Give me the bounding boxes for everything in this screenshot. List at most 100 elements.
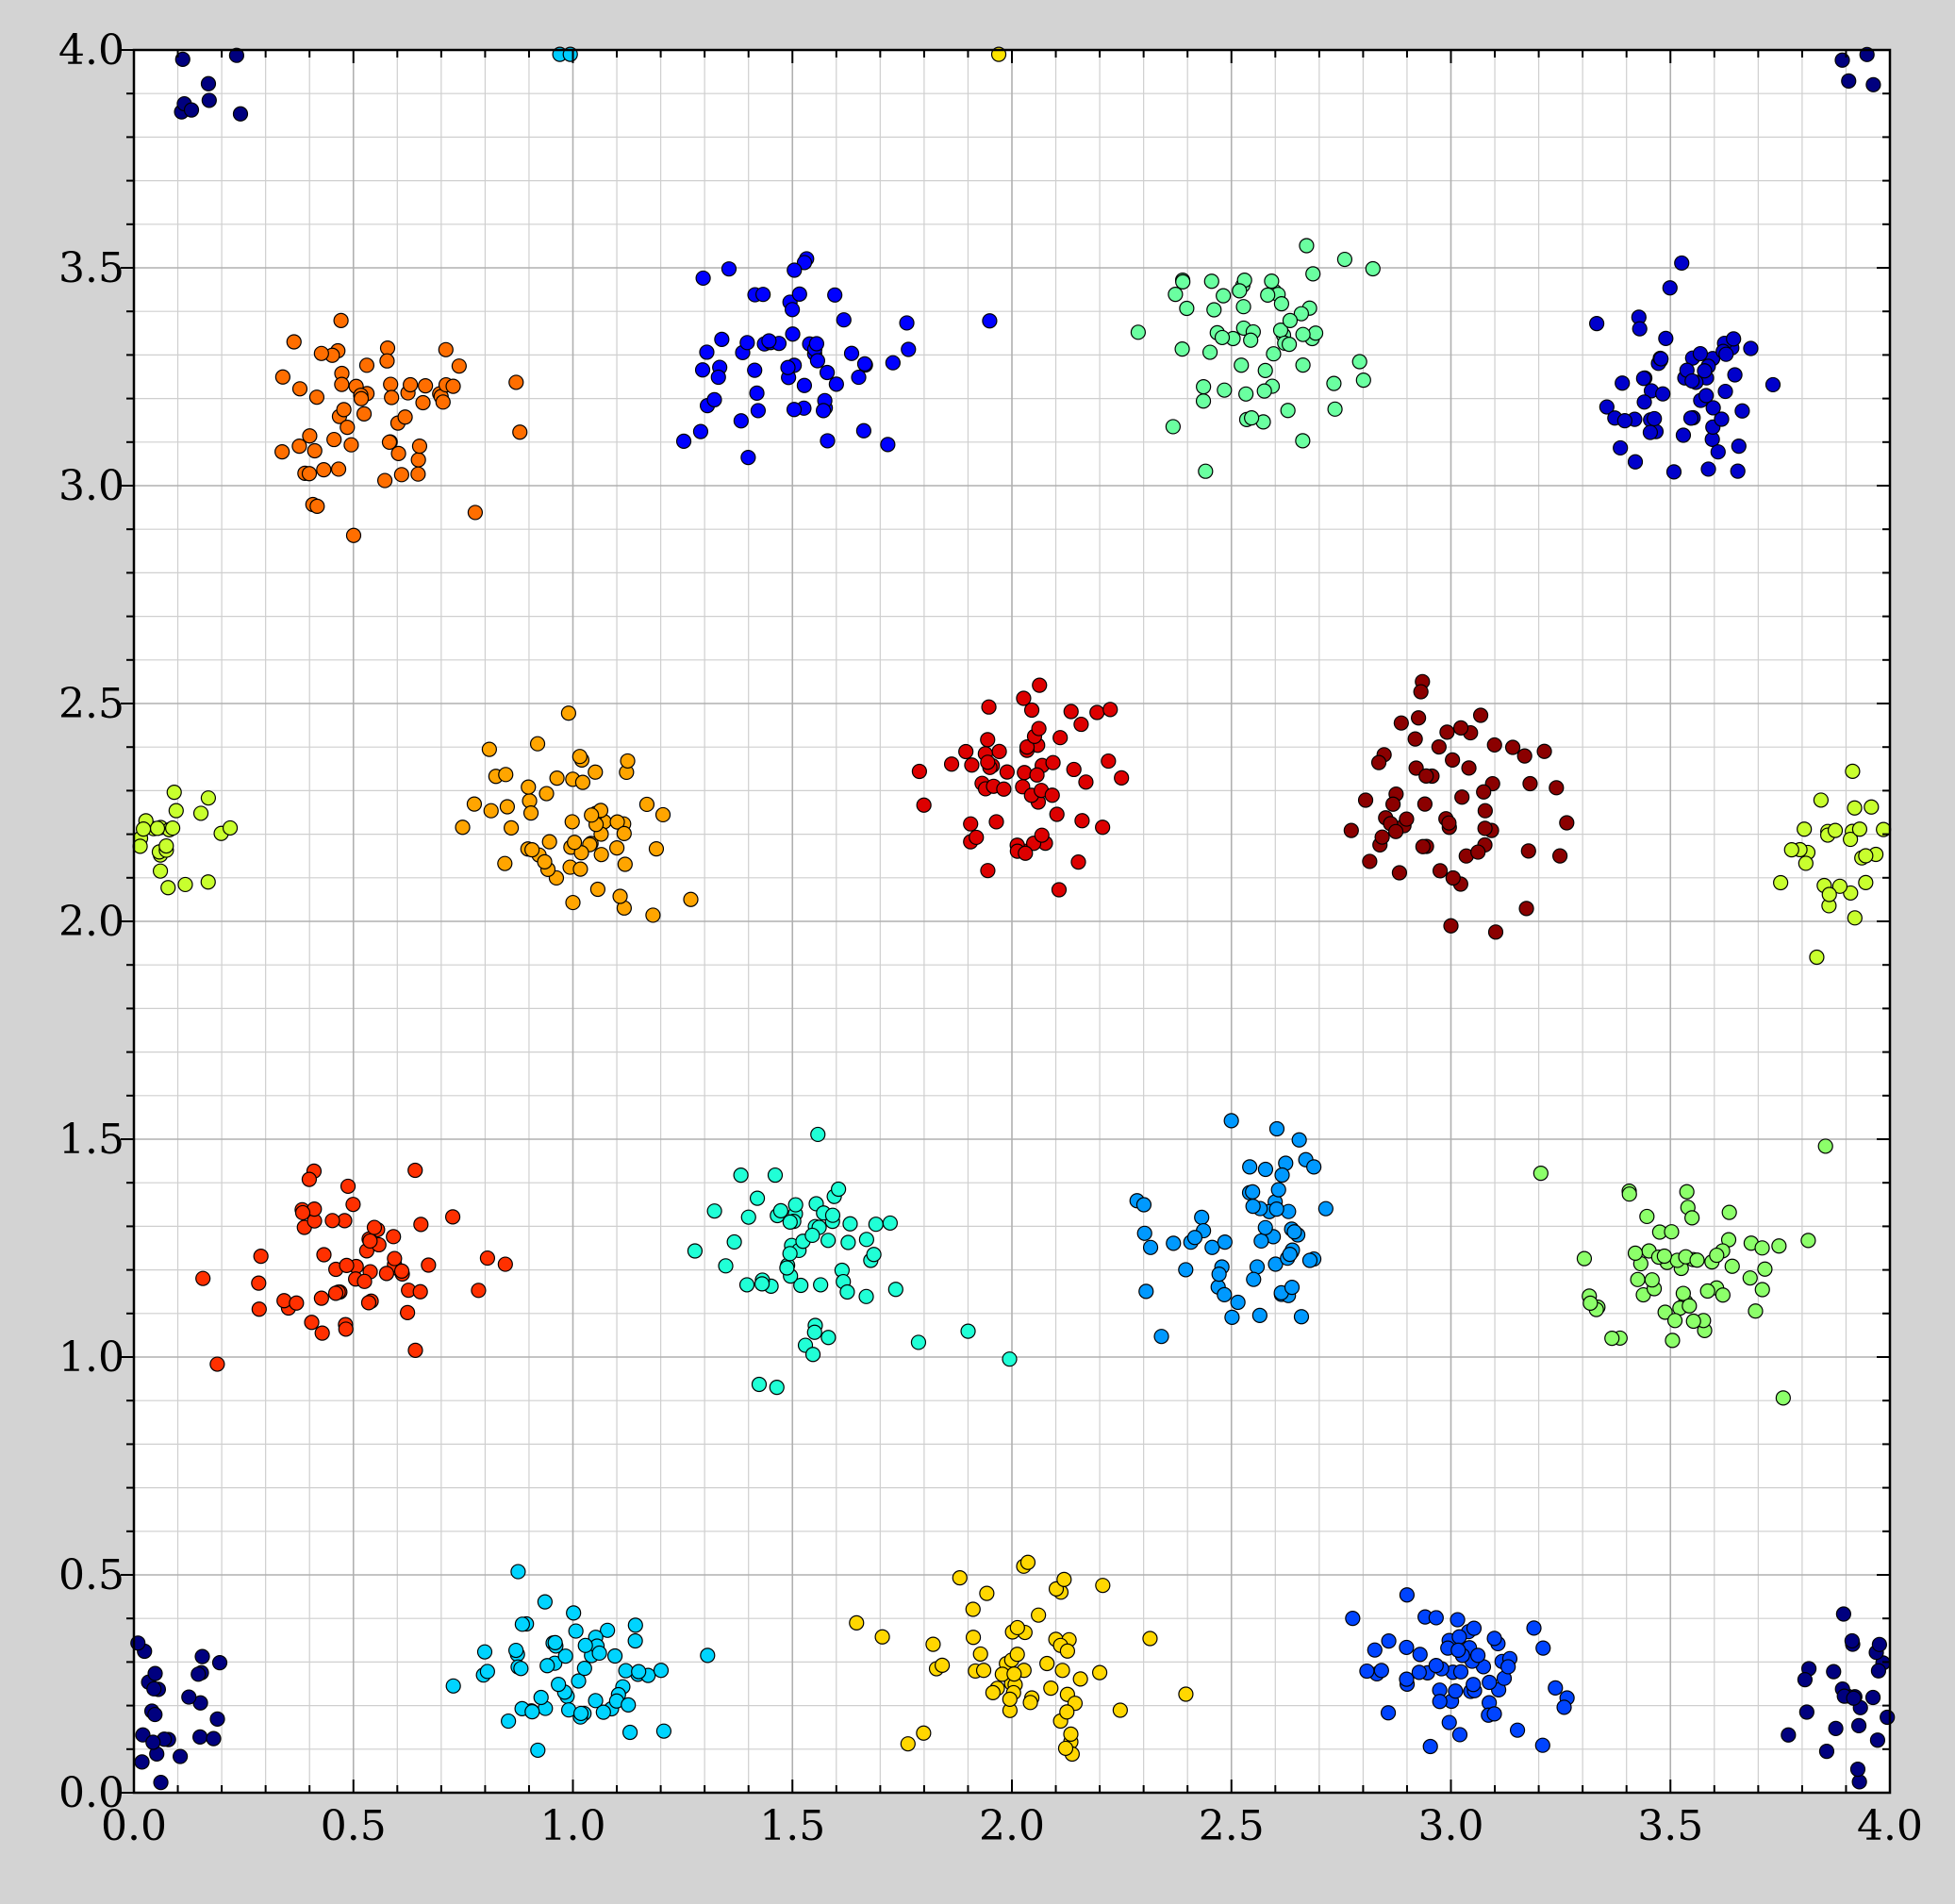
data-point [1827,822,1844,838]
data-point [761,333,777,349]
data-point [1831,878,1847,894]
data-point [547,1634,563,1650]
data-point [1675,427,1692,443]
data-point [1217,1286,1233,1302]
data-point [609,840,625,856]
data-point [787,1197,804,1213]
data-point [1059,1643,1076,1659]
data-point [982,313,998,329]
data-point [1743,340,1759,356]
data-point [1576,1250,1593,1267]
data-point [1370,754,1387,770]
data-point [206,1730,222,1747]
data-point [1482,1674,1498,1691]
y-tick-label: 3.0 [58,462,124,510]
data-point [1454,789,1470,805]
data-point [1880,1709,1896,1726]
data-point [1655,386,1671,402]
data-point [501,1713,517,1730]
data-point [820,1330,837,1346]
data-point [512,424,528,440]
data-point [980,863,996,879]
data-point [1439,724,1455,740]
data-point [1486,1706,1502,1722]
data-point [1726,331,1742,347]
data-point [145,1734,161,1750]
data-point [1101,753,1117,770]
data-point [901,341,917,357]
data-point [467,505,484,521]
data-point [1734,403,1750,419]
data-point [1477,803,1493,819]
data-point [740,450,756,466]
data-point [1851,821,1868,837]
data-point [412,1283,428,1300]
data-point [591,1645,607,1662]
data-point [785,302,801,318]
data-point [294,1204,311,1221]
data-point [378,1266,395,1282]
data-point [1627,454,1644,470]
data-point [1662,280,1678,296]
y-tick-label: 4.0 [58,26,124,75]
data-point [1461,760,1477,776]
data-point [209,1711,225,1727]
data-point [819,364,836,381]
data-point [988,814,1004,830]
data-point [1718,346,1734,362]
data-point [739,335,755,351]
data-point [1043,1680,1059,1697]
data-point [979,1585,995,1601]
data-point [537,1594,553,1610]
data-point [1476,784,1492,800]
data-point [1549,780,1565,796]
data-point [1102,702,1118,718]
data-point [733,1167,749,1184]
data-point [445,378,461,394]
data-point [345,527,362,543]
data-point [1724,1258,1740,1274]
data-point [1466,1620,1483,1636]
data-point [1284,1279,1301,1296]
data-point [1535,1640,1551,1656]
data-point [1849,1761,1866,1778]
data-point [407,1342,423,1358]
data-point [168,803,184,819]
data-point [887,1282,903,1298]
data-point [1526,1620,1542,1636]
data-point [1175,273,1191,290]
data-point [1613,439,1629,456]
data-point [1179,300,1195,317]
data-point [1764,376,1781,393]
data-point [1721,1204,1737,1220]
data-point [1257,362,1273,379]
data-point [1472,707,1489,723]
data-point [1470,844,1486,860]
data-point [1422,1738,1438,1755]
data-point [714,331,730,348]
data-point [564,814,580,830]
data-point [362,1233,378,1250]
data-point [856,356,873,372]
data-point [286,334,302,350]
data-point [1002,1351,1018,1367]
data-point [1270,1182,1286,1198]
data-point [1828,1720,1844,1736]
data-point [1522,775,1538,792]
data-point [1775,1390,1791,1406]
data-point [1230,1294,1246,1311]
data-point [612,888,628,904]
data-point [874,1629,890,1645]
data-point [191,1666,207,1682]
data-point [1698,388,1715,404]
data-point [301,1171,318,1187]
data-point [1441,815,1457,831]
data-point [754,1276,770,1292]
data-point [1204,1239,1220,1255]
data-point [1224,1309,1240,1325]
data-point [969,829,985,846]
data-point [1658,330,1674,346]
data-point [1682,1298,1698,1314]
data-point [1063,1726,1079,1742]
data-point [356,406,373,422]
